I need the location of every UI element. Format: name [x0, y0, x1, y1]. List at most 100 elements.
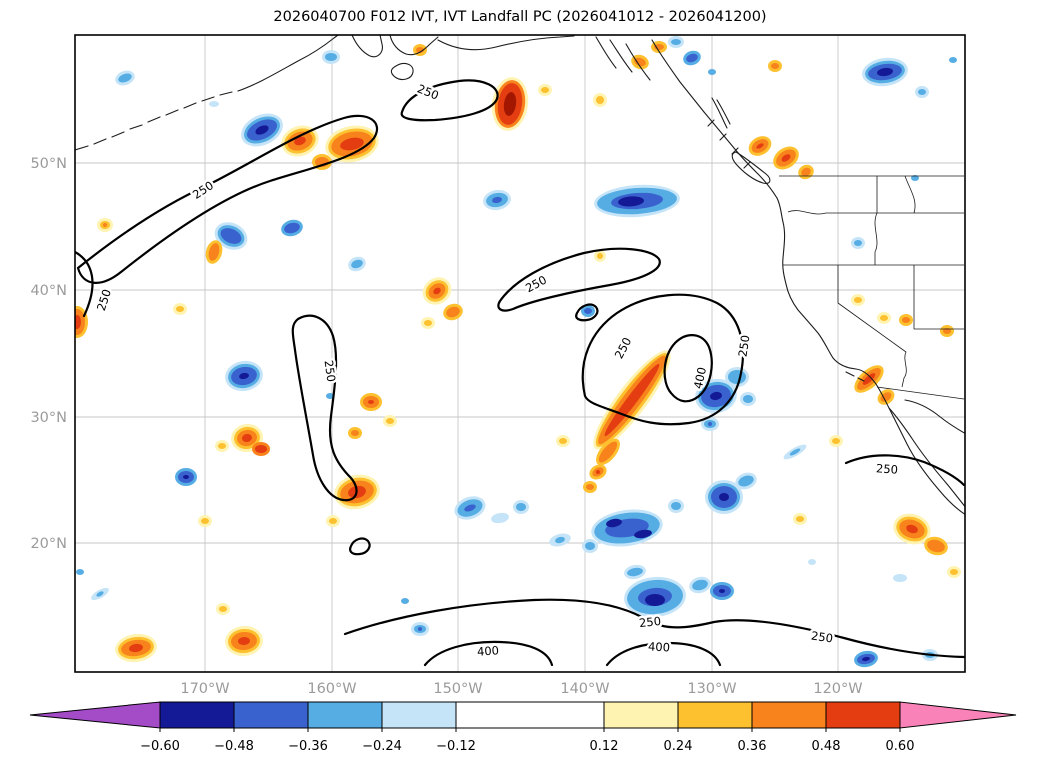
- anomaly-blob: [596, 438, 620, 466]
- anomaly-blob: [491, 77, 529, 131]
- anomaly-blob: [326, 515, 340, 527]
- anomaly-blob: [491, 512, 509, 524]
- contour-label: 250: [733, 332, 755, 361]
- anomaly-blob: [924, 536, 948, 556]
- anomaly-blob: [75, 306, 88, 338]
- anomaly-blob: [899, 314, 913, 326]
- anomaly-blob: [198, 515, 212, 527]
- anomaly-blob: [591, 509, 663, 547]
- border-us-mexico: [876, 386, 965, 400]
- colorbar-segment: [751, 701, 827, 729]
- anomaly-blob: [252, 442, 270, 456]
- anomaly-blob: [325, 125, 379, 163]
- anomaly-blob: [689, 576, 711, 594]
- coastline-british-columbia: [703, 111, 778, 199]
- coastline-vancouver-island: [731, 151, 771, 184]
- coastline-kodiak-island: [390, 63, 414, 81]
- anomaly-blob: [549, 533, 571, 547]
- anomaly-blob: [798, 164, 814, 180]
- anomaly-blob: [225, 360, 263, 392]
- anomaly-blob: [326, 393, 334, 399]
- anomaly-blob: [851, 237, 865, 249]
- x-tick-label: 140°W: [560, 681, 609, 697]
- anomaly-blob: [773, 146, 799, 170]
- anomaly-blob: [851, 294, 865, 306]
- anomaly-blob: [768, 60, 782, 72]
- plot-border: [74, 34, 966, 673]
- anomaly-blob: [854, 365, 884, 393]
- anomaly-blob: [606, 518, 622, 528]
- anomaly-blob: [411, 622, 429, 636]
- anomaly-blob: [216, 603, 230, 615]
- anomaly-blob: [76, 569, 84, 575]
- x-tick-label: 150°W: [433, 681, 482, 697]
- ivt-contour-250: [581, 293, 745, 426]
- coastline-southeast-alaska: [651, 39, 705, 113]
- coastline-gulf-of-california: [888, 407, 965, 508]
- coastline-gulf-of-alaska: [437, 35, 575, 51]
- coastline-us-west-coast-baja: [776, 197, 965, 515]
- y-tick-label: 30°N: [30, 410, 67, 426]
- anomaly-blob: [209, 101, 219, 107]
- anomaly-blob: [115, 633, 157, 663]
- ivt-contour-400: [605, 641, 722, 667]
- anomaly-blob: [538, 84, 552, 96]
- anomaly-blob: [668, 499, 684, 513]
- anomaly-blob: [631, 54, 649, 70]
- anomaly-blob: [281, 125, 319, 157]
- anomaly-blob: [589, 464, 607, 480]
- anomaly-blob: [583, 481, 597, 493]
- anomaly-blob: [668, 36, 684, 48]
- anomaly-blob: [413, 44, 427, 56]
- anomaly-blob: [915, 86, 929, 98]
- anomaly-blob: [231, 423, 263, 453]
- svg-text:250: 250: [876, 461, 899, 476]
- figure-title: 2026040700 F012 IVT, IVT Landfall PC (20…: [273, 9, 766, 25]
- anomaly-blob: [322, 50, 340, 64]
- colorbar-segment: [381, 701, 457, 729]
- colorbar-tick-label: 0.12: [590, 739, 619, 754]
- colorbar-tick-label: −0.36: [288, 739, 328, 754]
- x-tick-label: 130°W: [687, 681, 736, 697]
- ivt-contour-250: [343, 598, 965, 659]
- border-california-nevada: [837, 265, 907, 388]
- anomaly-blob: [173, 303, 187, 315]
- ivt-contour-400: [423, 640, 554, 667]
- anomaly-blob: [443, 303, 463, 321]
- colorbar: −0.60 −0.48 −0.36 −0.24 −0.12 0.12 0.24 0.36 0.4…: [29, 701, 1017, 754]
- axis-tick-labels: 170°W 160°W 150°W 140°W 130°W 120°W 50°N 40°N 30…: [30, 156, 862, 697]
- anomaly-blob: [215, 440, 229, 452]
- coastline-kenai: [351, 35, 439, 58]
- anomaly-blob: [175, 468, 197, 486]
- anomaly-blob: [854, 650, 878, 668]
- anomaly-blob: [708, 69, 716, 75]
- coastlines: [75, 35, 965, 515]
- anomaly-blob: [205, 240, 223, 264]
- y-tick-label: 20°N: [30, 536, 67, 552]
- colorbar-tick-label: 0.24: [664, 739, 693, 754]
- ivt-contour-250: [844, 454, 965, 487]
- ivt-contour-250: [291, 314, 358, 502]
- anomaly-blob: [422, 277, 452, 305]
- anomaly-blob: [383, 415, 397, 427]
- ivt-contour-400: [663, 334, 713, 403]
- svg-text:250: 250: [736, 334, 753, 358]
- anomaly-blob: [360, 393, 382, 411]
- anomaly-blob: [783, 444, 807, 460]
- colorbar-segment: [603, 701, 679, 729]
- colorbar-segment: [159, 701, 235, 729]
- contour-label: 250: [636, 611, 664, 632]
- anomaly-blob: [793, 513, 807, 525]
- coastline-sonora: [904, 399, 965, 435]
- border-idaho-west: [874, 176, 878, 265]
- coastline-southeast-alaska-channels: [595, 36, 651, 81]
- anomaly-blob: [421, 317, 435, 329]
- colorbar-segment: [455, 701, 605, 729]
- anomaly-blob: [348, 256, 366, 272]
- border-nevada-utah: [913, 265, 964, 330]
- anomaly-blob: [877, 312, 891, 324]
- svg-text:250: 250: [638, 614, 661, 630]
- anomaly-blob: [645, 594, 665, 606]
- anomaly-blob: [710, 582, 734, 600]
